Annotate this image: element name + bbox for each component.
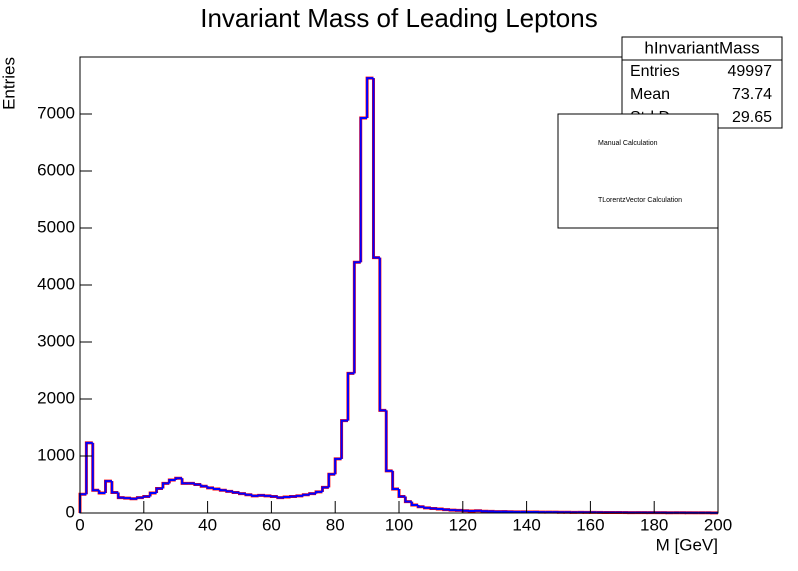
histogram-bin: [302, 493, 310, 496]
histogram-bin: [244, 493, 253, 496]
legend-entry: TLorentzVector Calculation: [598, 197, 682, 204]
stats-value: 29.65: [732, 109, 772, 126]
x-tick-label: 20: [134, 515, 153, 534]
histogram-bin: [200, 484, 208, 488]
histogram-bin: [327, 473, 336, 488]
histogram-bin: [181, 478, 189, 485]
y-tick-label: 6000: [37, 160, 75, 179]
stats-title: hInvariantMass: [644, 38, 759, 57]
x-tick-label: 100: [385, 515, 413, 534]
histogram-bin: [315, 490, 323, 494]
x-tick-label: 200: [704, 515, 732, 534]
x-tick-label: 160: [576, 515, 604, 534]
histogram-bin: [295, 494, 304, 497]
histogram-bin: [212, 487, 221, 491]
histogram-bin: [308, 492, 317, 495]
histogram-bin: [193, 483, 202, 486]
histogram-bin: [480, 510, 489, 513]
histogram-bin: [270, 495, 278, 498]
histogram-bin: [366, 77, 374, 118]
histogram-bin: [436, 508, 444, 511]
stats-box: hInvariantMass Entries49997Mean73.74Std …: [621, 36, 783, 129]
stats-label: Mean: [630, 86, 670, 103]
histogram-bin: [130, 497, 138, 500]
histogram-bin: [417, 505, 425, 508]
stats-value: 49997: [728, 63, 773, 80]
stats-label: Entries: [630, 63, 680, 80]
histogram-bin: [449, 509, 457, 512]
histogram-bin: [442, 508, 451, 511]
histogram-bin: [161, 482, 170, 489]
histogram-bin: [155, 487, 163, 494]
y-tick-label: 3000: [37, 331, 75, 350]
histogram-bin: [142, 495, 151, 498]
histogram-bin: [378, 257, 387, 412]
histogram-bin: [385, 410, 393, 472]
histogram-bin: [251, 494, 259, 497]
stats-frame: [621, 36, 783, 129]
histogram-bin: [410, 501, 419, 507]
histogram-bin: [168, 478, 176, 484]
histogram-bin: [334, 457, 342, 475]
y-tick-label: 7000: [37, 103, 75, 122]
histogram-bin: [225, 490, 234, 493]
histogram-bin: [110, 481, 119, 494]
histogram-bin: [85, 441, 93, 495]
histogram-bin: [276, 496, 285, 499]
histogram-bin: [398, 489, 406, 498]
y-tick-label: 2000: [37, 388, 75, 407]
histogram-bin: [174, 477, 183, 480]
histogram-bin: [136, 496, 144, 499]
histogram-bin: [359, 116, 368, 263]
histogram-bin: [423, 506, 431, 509]
x-tick-label: 0: [75, 515, 84, 534]
y-tick-label: 1000: [37, 445, 75, 464]
legend-entry: Manual Calculation: [598, 140, 658, 147]
histogram-bin: [219, 489, 227, 492]
legend-frame: [557, 113, 719, 229]
plot-area: [78, 76, 718, 515]
y-axis-label: Entries: [0, 57, 18, 110]
histogram-bin: [391, 470, 399, 491]
x-tick-label: 180: [640, 515, 668, 534]
histogram-bin: [91, 442, 100, 492]
histogram-bin: [232, 491, 240, 494]
histogram-bin: [123, 497, 132, 500]
histogram-bin: [372, 78, 380, 259]
histogram-bin: [257, 494, 266, 497]
histogram-bin: [117, 492, 125, 499]
legend: Manual Calculation TLorentzVector Calcula…: [557, 113, 719, 229]
histogram-bin: [149, 492, 157, 497]
histogram-bin: [289, 495, 297, 498]
histogram-bin: [353, 261, 361, 374]
histogram-bin: [404, 496, 412, 503]
histogram-bin: [346, 372, 355, 421]
chart-title: Invariant Mass of Leading Leptons: [200, 3, 597, 33]
histogram-bin: [283, 496, 291, 499]
stats-value: 73.74: [732, 86, 772, 103]
y-tick-label: 4000: [37, 274, 75, 293]
histogram-bin: [238, 492, 246, 495]
x-tick-label: 140: [512, 515, 540, 534]
histogram-bin: [264, 494, 272, 497]
x-tick-label: 80: [326, 515, 345, 534]
histogram-bin: [98, 490, 106, 495]
x-tick-label: 60: [262, 515, 281, 534]
x-tick-label: 40: [198, 515, 217, 534]
histogram-bin: [340, 419, 348, 459]
y-tick-label: 0: [66, 502, 75, 521]
histogram-bin: [104, 480, 112, 494]
histogram-bin: [206, 486, 214, 489]
x-axis-label: M [GeV]: [656, 535, 718, 554]
x-tick-label: 120: [449, 515, 477, 534]
histogram-bin: [429, 507, 438, 510]
histogram-bin: [321, 486, 329, 492]
y-tick-label: 5000: [37, 217, 75, 236]
